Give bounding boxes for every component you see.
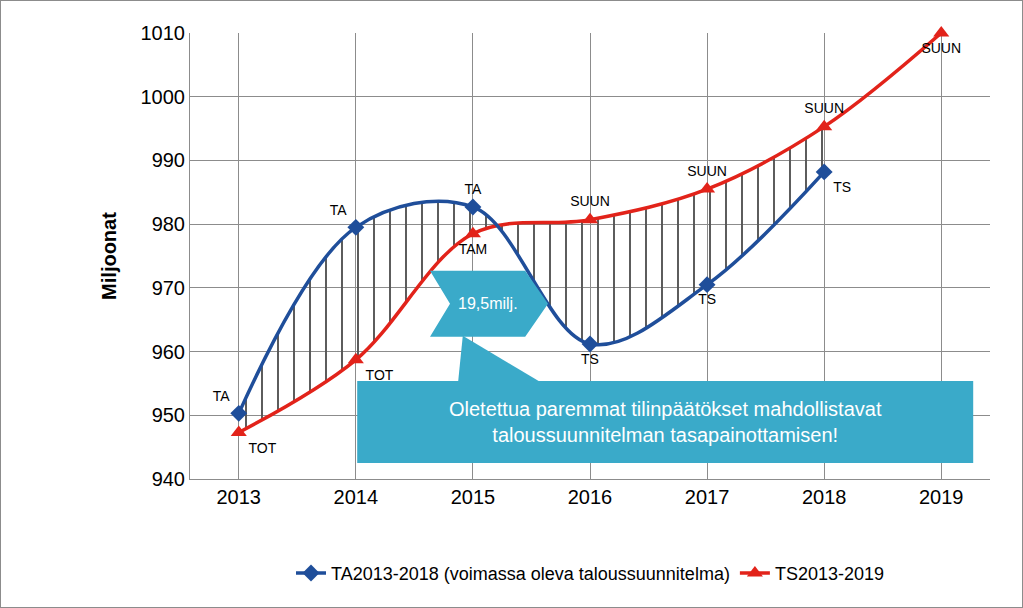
svg-text:2018: 2018 — [802, 486, 847, 508]
svg-text:SUUN: SUUN — [804, 100, 844, 116]
svg-text:TOT: TOT — [249, 440, 277, 456]
svg-text:TA: TA — [464, 181, 482, 197]
svg-text:950: 950 — [152, 404, 185, 426]
svg-text:TS: TS — [698, 291, 716, 307]
svg-text:TS2013-2019: TS2013-2019 — [775, 564, 884, 584]
svg-text:970: 970 — [152, 277, 185, 299]
svg-text:SUUN: SUUN — [687, 163, 727, 179]
svg-text:2015: 2015 — [451, 486, 496, 508]
svg-text:TS: TS — [581, 351, 599, 367]
svg-text:TS: TS — [833, 179, 851, 195]
svg-text:TA: TA — [330, 202, 348, 218]
svg-text:960: 960 — [152, 341, 185, 363]
svg-text:SUUN: SUUN — [921, 40, 961, 56]
svg-text:990: 990 — [152, 149, 185, 171]
svg-text:TOT: TOT — [366, 367, 394, 383]
svg-text:TA: TA — [213, 388, 231, 404]
svg-text:TAM: TAM — [459, 241, 488, 257]
svg-text:SUUN: SUUN — [570, 193, 610, 209]
svg-text:2016: 2016 — [568, 486, 613, 508]
svg-text:1010: 1010 — [141, 22, 186, 44]
svg-text:2019: 2019 — [919, 486, 964, 508]
svg-text:19,5milj.: 19,5milj. — [458, 295, 518, 312]
svg-text:TA2013-2018 (voimassa oleva ta: TA2013-2018 (voimassa oleva taloussuunni… — [331, 564, 730, 584]
svg-text:2017: 2017 — [685, 486, 730, 508]
svg-text:2013: 2013 — [217, 486, 262, 508]
svg-text:Miljoonat: Miljoonat — [98, 212, 120, 300]
svg-text:980: 980 — [152, 213, 185, 235]
svg-text:Oletettua paremmat tilinpäätök: Oletettua paremmat tilinpäätökset mahdol… — [449, 398, 882, 446]
svg-text:940: 940 — [152, 468, 185, 490]
svg-text:1000: 1000 — [141, 86, 186, 108]
svg-text:2014: 2014 — [334, 486, 379, 508]
